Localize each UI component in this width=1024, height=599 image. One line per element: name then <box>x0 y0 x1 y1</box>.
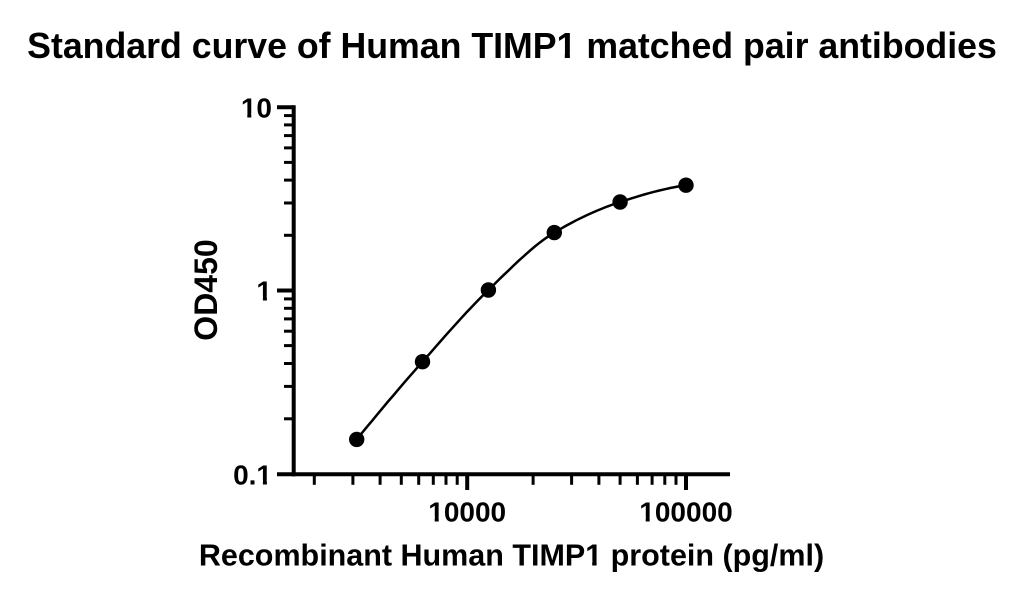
svg-text:OD450: OD450 <box>188 239 224 340</box>
svg-text:Recombinant Human TIMP1 protei: Recombinant Human TIMP1 protein (pg/ml) <box>199 538 824 572</box>
svg-text:0.1: 0.1 <box>233 459 272 490</box>
svg-text:Standard curve of Human TIMP1: Standard curve of Human TIMP1 matched pa… <box>27 26 997 66</box>
